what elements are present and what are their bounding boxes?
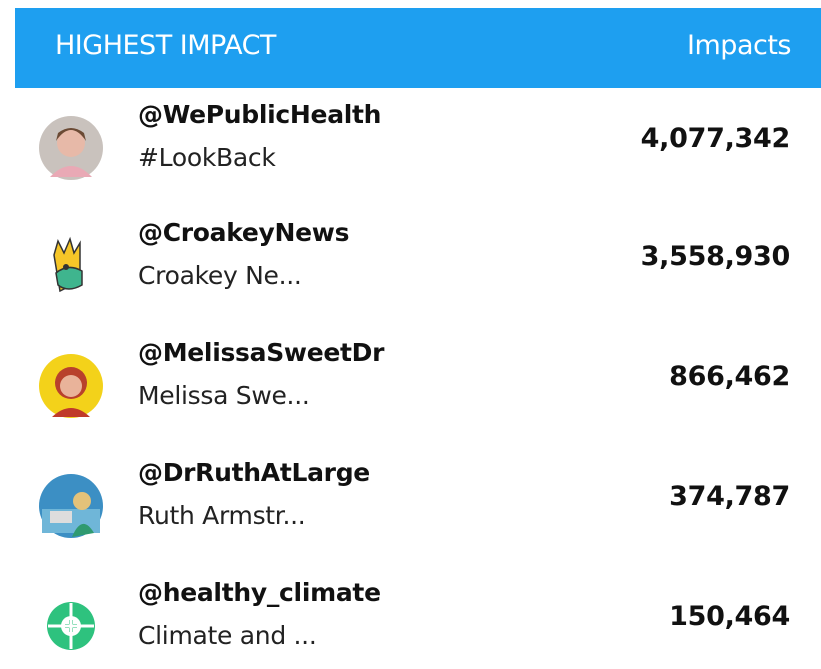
handle: @healthy_climate bbox=[138, 578, 381, 607]
row: @MelissaSweetDr Melissa Swe... 866,462 bbox=[0, 326, 821, 446]
row: @DrRuthAtLarge Ruth Armstr... 374,787 bbox=[0, 446, 821, 566]
row: @WePublicHealth #LookBack 4,077,342 bbox=[0, 88, 821, 208]
avatar bbox=[47, 602, 95, 650]
header-bar: HIGHEST IMPACT Impacts bbox=[15, 8, 821, 88]
handle: @CroakeyNews bbox=[138, 218, 350, 247]
column-label: Impacts bbox=[687, 30, 791, 61]
display-name: Climate and ... bbox=[138, 621, 317, 650]
handle: @DrRuthAtLarge bbox=[138, 458, 370, 487]
impacts: 150,464 bbox=[669, 601, 790, 632]
avatar bbox=[39, 354, 103, 418]
impacts: 866,462 bbox=[669, 361, 790, 392]
impacts: 374,787 bbox=[669, 481, 790, 512]
row: @CroakeyNews Croakey Ne... 3,558,930 bbox=[0, 206, 821, 326]
display-name: Croakey Ne... bbox=[138, 261, 302, 290]
avatar bbox=[39, 474, 103, 538]
handle: @MelissaSweetDr bbox=[138, 338, 385, 367]
impacts: 3,558,930 bbox=[640, 241, 791, 272]
impacts: 4,077,342 bbox=[640, 123, 791, 154]
avatar bbox=[39, 116, 103, 180]
avatar bbox=[53, 236, 83, 293]
display-name: Ruth Armstr... bbox=[138, 501, 306, 530]
display-name: Melissa Swe... bbox=[138, 381, 310, 410]
handle: @WePublicHealth bbox=[138, 100, 382, 129]
header-title: HIGHEST IMPACT bbox=[55, 30, 276, 61]
row: @healthy_climate Climate and ... 150,464 bbox=[0, 566, 821, 669]
display-name: #LookBack bbox=[138, 143, 276, 172]
